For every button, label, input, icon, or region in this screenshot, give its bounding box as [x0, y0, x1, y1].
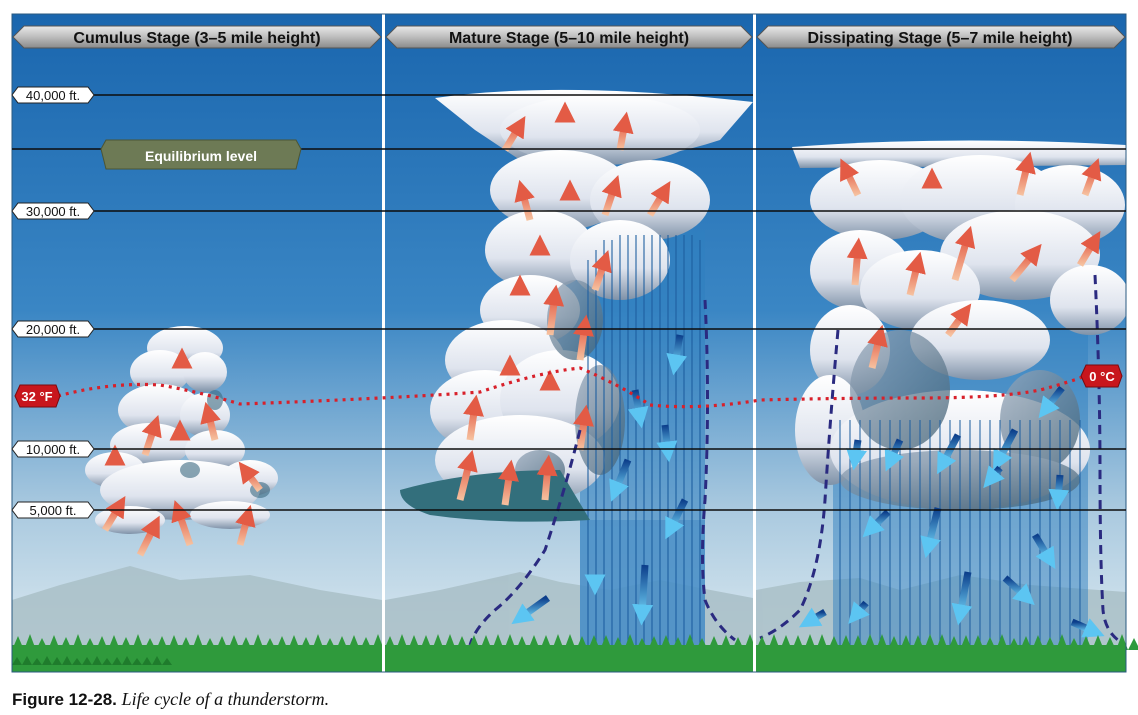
stage-tab-mature: Mature Stage (5–10 mile height): [385, 25, 753, 49]
cumulus-cloud: [85, 326, 278, 557]
svg-text:30,000 ft.: 30,000 ft.: [26, 204, 80, 219]
svg-text:32 °F: 32 °F: [21, 389, 52, 404]
freezing-label-right: 0 °C: [1080, 364, 1123, 388]
svg-text:20,000 ft.: 20,000 ft.: [26, 322, 80, 337]
altitude-label-5000: 5,000 ft.: [11, 501, 95, 519]
figure-caption-label: Figure 12-28.: [12, 690, 117, 709]
thunderstorm-lifecycle-diagram: Cumulus Stage (3–5 mile height) Mature S…: [11, 13, 1138, 673]
equilibrium-level-badge: Equilibrium level: [100, 139, 302, 170]
downdraft-arrows-mature: [511, 334, 689, 626]
altitude-label-30000: 30,000 ft.: [11, 202, 95, 220]
updraft-arrows-dissipating: [840, 151, 1102, 369]
downdraft-arrows-dissipating: [798, 385, 1105, 638]
figure-caption: Figure 12-28. Life cycle of a thundersto…: [12, 689, 329, 710]
stage-tab-cumulus: Cumulus Stage (3–5 mile height): [12, 25, 382, 49]
stage-title-cumulus: Cumulus Stage (3–5 mile height): [73, 30, 320, 47]
panel-separators: [11, 13, 1127, 673]
outflow-boundary-mature: [468, 299, 736, 646]
forest-ground: [12, 634, 1138, 672]
updraft-arrows-cumulus: [101, 347, 263, 557]
figure-caption-text: Life cycle of a thunderstorm.: [121, 689, 330, 709]
dissipating-cloud: [759, 140, 1126, 650]
stage-tab-dissipating: Dissipating Stage (5–7 mile height): [756, 25, 1126, 49]
mature-cloud: [400, 89, 753, 650]
altitude-label-20000: 20,000 ft.: [11, 320, 95, 338]
altitude-lines: [12, 94, 1126, 511]
freezing-label-left: 32 °F: [14, 384, 61, 408]
svg-text:10,000 ft.: 10,000 ft.: [26, 442, 80, 457]
svg-text:0 °C: 0 °C: [1089, 369, 1115, 384]
freezing-level-line: [57, 366, 1086, 409]
stage-title-dissipating: Dissipating Stage (5–7 mile height): [808, 30, 1073, 47]
altitude-label-40000: 40,000 ft.: [11, 86, 95, 104]
equilibrium-level-label: Equilibrium level: [145, 148, 257, 164]
altitude-label-10000: 10,000 ft.: [11, 440, 95, 458]
updraft-arrows-mature: [456, 101, 671, 506]
stage-title-mature: Mature Stage (5–10 mile height): [449, 30, 689, 47]
svg-text:40,000 ft.: 40,000 ft.: [26, 88, 80, 103]
outflow-boundary-dissipating: [759, 274, 1119, 642]
svg-text:5,000 ft.: 5,000 ft.: [30, 503, 77, 518]
